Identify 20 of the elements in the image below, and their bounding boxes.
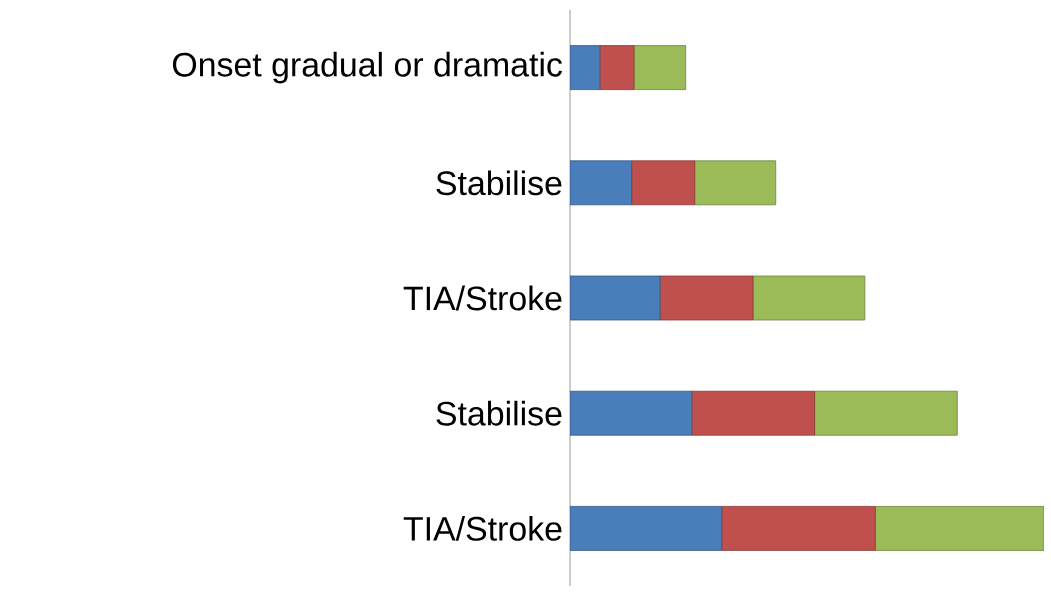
bar [874,506,1045,551]
bar [570,275,661,321]
bar [599,45,635,90]
bar [814,390,958,436]
y-tick-label: TIA/Stroke [403,515,562,541]
bar [633,45,687,90]
y-tick-label: TIA/Stroke [403,285,562,311]
bar [694,160,777,206]
bar [752,275,866,321]
bar [721,506,876,551]
bar [570,160,633,206]
bar [570,390,693,436]
bar [691,390,815,436]
bar [570,506,723,551]
y-tick-label: Stabilise [436,170,562,196]
y-tick-label: Onset gradual or dramatic [172,51,562,84]
bar [570,45,601,90]
bar [631,160,696,206]
bar [659,275,754,321]
y-tick-label: Stabilise [436,400,562,426]
